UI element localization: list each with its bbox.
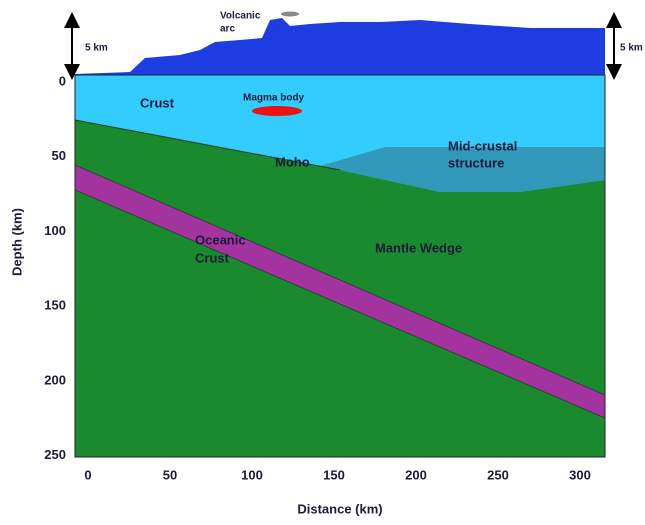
- topography: [75, 18, 605, 75]
- oceanic-crust-label: Crust: [195, 250, 230, 265]
- crust-label: Crust: [140, 95, 175, 110]
- volcanic-arc-label: Volcanic: [220, 11, 261, 22]
- volcano-plume: [281, 11, 299, 17]
- moho-label: Moho: [275, 154, 310, 169]
- magma-body: [252, 106, 302, 116]
- mid-crustal-label: structure: [448, 155, 504, 170]
- y-axis-title: Depth (km): [9, 208, 24, 276]
- scale-label: 5 km: [620, 43, 643, 54]
- mantle-wedge-label: Mantle Wedge: [375, 240, 462, 255]
- scale-label: 5 km: [85, 43, 108, 54]
- frame: [74, 74, 606, 458]
- y-tick-label: 0: [59, 73, 66, 88]
- y-tick-label: 150: [44, 298, 66, 313]
- x-tick-label: 250: [487, 467, 509, 482]
- volcanic-arc-label: arc: [220, 24, 235, 35]
- x-tick-label: 100: [241, 467, 263, 482]
- x-tick-label: 200: [405, 467, 427, 482]
- y-tick-label: 200: [44, 372, 66, 387]
- y-tick-label: 100: [44, 223, 66, 238]
- oceanic-crust-label: Oceanic: [195, 232, 246, 247]
- mid-crustal-label: Mid-crustal: [448, 138, 517, 153]
- x-axis-title: Distance (km): [297, 501, 382, 516]
- y-tick-label: 50: [52, 148, 66, 163]
- y-tick-label: 250: [44, 447, 66, 462]
- x-tick-label: 0: [84, 467, 91, 482]
- x-tick-label: 150: [323, 467, 345, 482]
- x-tick-label: 50: [163, 467, 177, 482]
- magma-label: Magma body: [243, 93, 305, 104]
- x-tick-label: 300: [569, 467, 591, 482]
- moho-line: [74, 119, 341, 171]
- mid-crustal-structure: [320, 147, 605, 192]
